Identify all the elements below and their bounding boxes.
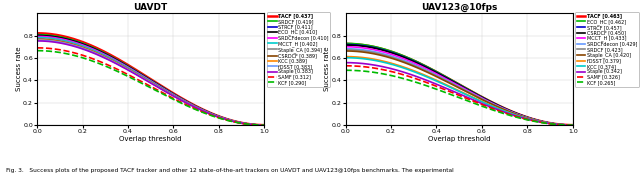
Y-axis label: Success rate: Success rate (324, 47, 330, 91)
X-axis label: Overlap threshold: Overlap threshold (428, 136, 490, 142)
Legend: TACF [0.437], SRDCF [0.419], STRCF [0.411], ECO_HC [0.410], SRDCFdecon [0.410], : TACF [0.437], SRDCF [0.419], STRCF [0.41… (267, 12, 330, 87)
Title: UAV123@10fps: UAV123@10fps (421, 3, 497, 12)
Title: UAVDT: UAVDT (134, 3, 168, 12)
Y-axis label: Success rate: Success rate (16, 47, 22, 91)
Legend: TACF [0.463], ECO_HC [0.462], STRCF [0.457], CSRDCF [0.450], MCCT_H [0.433], SRD: TACF [0.463], ECO_HC [0.462], STRCF [0.4… (575, 12, 639, 87)
Text: Fig. 3.   Success plots of the proposed TACF tracker and other 12 state-of-the-a: Fig. 3. Success plots of the proposed TA… (6, 168, 454, 173)
X-axis label: Overlap threshold: Overlap threshold (120, 136, 182, 142)
